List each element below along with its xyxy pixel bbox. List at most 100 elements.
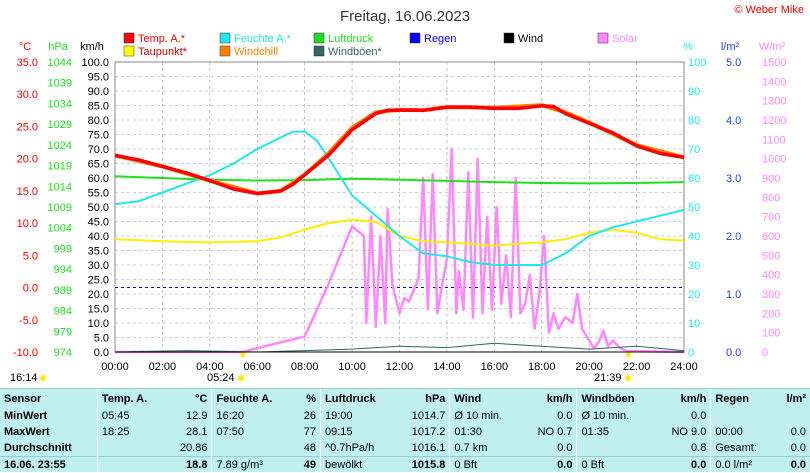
pressure-tick-label: 1019 [48, 161, 72, 173]
pressure-tick-label: 994 [54, 264, 72, 276]
time-tick-label: 00:00 [101, 361, 129, 373]
sun-left-dot [40, 375, 46, 381]
solar-tick-label: 1100 [762, 134, 786, 146]
solar-tick-label: 400 [762, 270, 780, 282]
legend-swatch [124, 33, 134, 43]
stats-cell: 28.1 [166, 424, 212, 440]
solar-tick-label: 600 [762, 231, 780, 243]
rain-tick-label: 0.0 [726, 347, 741, 359]
legend-label: Taupunkt* [138, 46, 188, 58]
stats-cell: 00:00 [711, 424, 775, 440]
solar-tick-label: 1400 [762, 76, 786, 88]
weather-chart: Freitag, 16.06.2023 Temp. A.*Feuchte A.*… [0, 0, 810, 385]
sunset-label: 21:39 [594, 372, 622, 384]
chart-title: Freitag, 16.06.2023 [340, 8, 470, 25]
stats-cell: 1016.1 [396, 440, 450, 457]
stats-row-min: MinWert 05:45 12.9 16:20 26 19:00 1014.7… [0, 408, 810, 424]
temp-tick-label: 0.0 [23, 283, 38, 295]
wind-tick-label: 0.0 [94, 347, 109, 359]
wind-tick-label: 25.0 [88, 275, 109, 287]
stats-cell: 1014.7 [396, 408, 450, 424]
stats-cell: Durchschnitt [0, 440, 97, 457]
humidity-unit: % [683, 41, 693, 53]
wind-tick-label: 65.0 [88, 159, 109, 171]
sunset-marker [626, 353, 631, 358]
stats-cell: 26 [294, 408, 320, 424]
stats-cell: 0.0 [775, 424, 810, 440]
stats-cell: 0.0 [775, 440, 810, 457]
humidity-tick-label: 60 [688, 173, 700, 185]
wind-tick-label: 85.0 [88, 101, 109, 113]
rain-tick-label: 2.0 [726, 231, 741, 243]
temp-tick-label: 20.0 [17, 154, 38, 166]
rain-tick-label: 1.0 [726, 289, 741, 301]
pressure-tick-label: 1014 [48, 181, 72, 193]
pressure-tick-label: 999 [54, 243, 72, 255]
stats-cell: 07:50 [212, 424, 294, 440]
stats-cell: NO 9.0 [656, 424, 711, 440]
stats-cell: Gesamt: [711, 440, 775, 457]
wind-tick-label: 100.0 [81, 57, 109, 69]
legend-label: Regen [424, 33, 456, 45]
wind-tick-label: 55.0 [88, 188, 109, 200]
stats-row-max: MaxWert 18:25 28.1 07:50 77 09:15 1017.2… [0, 424, 810, 440]
stats-header: Luftdruck [321, 389, 397, 408]
legend-label: Windböen* [328, 46, 383, 58]
temp-unit: °C [19, 41, 31, 53]
stats-cell: 05:45 [97, 408, 166, 424]
rain-tick-label: 5.0 [726, 57, 741, 69]
time-tick-label: 22:00 [623, 361, 651, 373]
stats-header-row: Sensor Temp. A. °C Feuchte A. % Luftdruc… [0, 389, 810, 408]
wind-tick-label: 30.0 [88, 260, 109, 272]
humidity-tick-label: 10 [688, 318, 700, 330]
stats-cell: 09:15 [321, 424, 397, 440]
pressure-tick-label: 1009 [48, 202, 72, 214]
rain-tick-label: 3.0 [726, 173, 741, 185]
statistics-table: Sensor Temp. A. °C Feuchte A. % Luftdruc… [0, 388, 810, 472]
time-tick-label: 14:00 [433, 361, 461, 373]
time-tick-label: 12:00 [386, 361, 414, 373]
solar-tick-label: 200 [762, 308, 780, 320]
pressure-tick-label: 979 [54, 326, 72, 338]
pressure-unit: hPa [48, 41, 68, 53]
legend-swatch [124, 46, 134, 56]
legend-label: Solar [612, 33, 638, 45]
solar-tick-label: 300 [762, 289, 780, 301]
wind-tick-label: 15.0 [88, 304, 109, 316]
stats-header: Feuchte A. [212, 389, 294, 408]
stats-cell [212, 440, 294, 457]
stats-cell [577, 440, 656, 457]
legend-label: Temp. A.* [138, 33, 186, 45]
solar-tick-label: 1000 [762, 154, 786, 166]
stats-cell: 16:20 [212, 408, 294, 424]
sun-left-label: 16:14 [10, 372, 38, 384]
sunrise-label: 05:24 [207, 372, 235, 384]
stats-header: Wind [450, 389, 522, 408]
stats-cell: ^0.7hPa/h [321, 440, 397, 457]
stats-cell: 18:25 [97, 424, 166, 440]
pressure-tick-label: 1029 [48, 119, 72, 131]
stats-header: °C [166, 389, 212, 408]
legend-swatch [598, 33, 608, 43]
legend-label: Wind [518, 33, 543, 45]
solar-tick-label: 0 [762, 347, 768, 359]
temp-tick-label: 30.0 [17, 89, 38, 101]
pressure-tick-label: 1039 [48, 78, 72, 90]
humidity-tick-label: 30 [688, 260, 700, 272]
temp-tick-label: 35.0 [17, 57, 38, 69]
time-tick-label: 10:00 [338, 361, 366, 373]
solar-tick-label: 1200 [762, 115, 786, 127]
humidity-tick-label: 40 [688, 231, 700, 243]
time-tick-label: 16:00 [481, 361, 509, 373]
wind-tick-label: 75.0 [88, 130, 109, 142]
solar-tick-label: 700 [762, 212, 780, 224]
pressure-tick-label: 1024 [48, 140, 72, 152]
stats-cell: 0.0 [656, 408, 711, 424]
solar-tick-label: 100 [762, 328, 780, 340]
rain-tick-label: 4.0 [726, 115, 741, 127]
stats-cell: Ø 10 min. [577, 408, 656, 424]
stats-header: hPa [396, 389, 450, 408]
wind-tick-label: 60.0 [88, 173, 109, 185]
temp-tick-label: 15.0 [17, 186, 38, 198]
stats-cell: MaxWert [0, 424, 97, 440]
